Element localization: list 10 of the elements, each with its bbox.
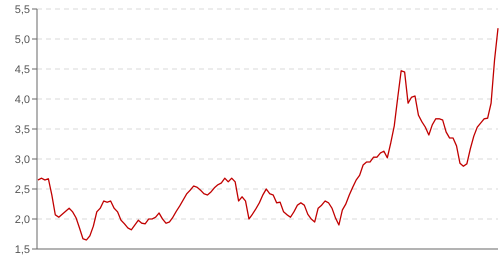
- y-tick-label: 4,5: [14, 64, 30, 76]
- y-tick-label: 2,0: [14, 214, 30, 226]
- y-tick-label: 3,5: [14, 124, 30, 136]
- line-series: [37, 28, 499, 241]
- y-tick-label: 4,0: [14, 94, 30, 106]
- y-tick-label: 5,0: [14, 34, 30, 46]
- y-tick-label: 3,0: [14, 154, 30, 166]
- y-tick-label: 2,5: [14, 184, 30, 196]
- y-tick-label: 1,5: [14, 244, 30, 256]
- y-tick-label: 5,5: [14, 4, 30, 16]
